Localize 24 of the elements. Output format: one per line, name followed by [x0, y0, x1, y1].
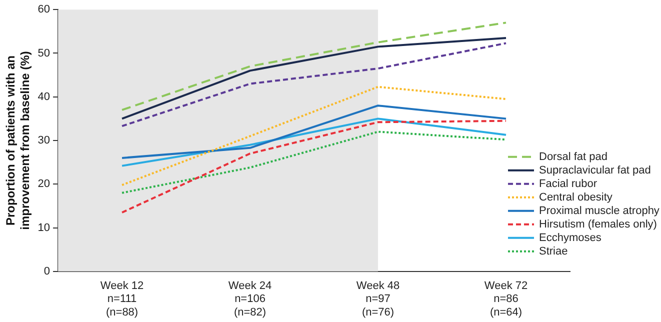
x-tick-label: Week 72 n=86 (n=64) [484, 280, 528, 318]
legend-label: Ecchymoses [539, 232, 602, 244]
x-tick-label: Week 24 n=106 (n=82) [228, 280, 272, 318]
y-axis-title: Proportion of patients with an improvement from baseline (%) [4, 51, 32, 230]
line-series [121, 130, 508, 194]
legend-label: Facial rubor [539, 178, 598, 190]
y-tick-label: 50 [38, 47, 50, 60]
legend-label: Dorsal fat pad [539, 150, 608, 163]
y-tick-label: 30 [38, 134, 50, 147]
x-tick-label: Week 12 n=111 (n=88) [100, 280, 144, 318]
legend-label: Central obesity [539, 191, 613, 204]
x-tick-label: Week 48 n=97 (n=76) [356, 280, 400, 318]
legend-label: Hirsutism (females only) [539, 218, 657, 230]
y-tick-label: 40 [38, 90, 50, 103]
line-series [121, 120, 508, 214]
y-tick-label: 10 [38, 222, 50, 234]
y-tick-label: 20 [38, 178, 50, 190]
line-series [121, 86, 508, 186]
y-tick-label: 60 [38, 4, 50, 16]
line-series [121, 22, 508, 111]
legend-label: Proximal muscle atrophy [539, 204, 660, 217]
legend-label: Striae [539, 245, 568, 258]
y-tick-label: 0 [44, 265, 50, 278]
legend-label: Supraclavicular fat pad [539, 164, 651, 176]
